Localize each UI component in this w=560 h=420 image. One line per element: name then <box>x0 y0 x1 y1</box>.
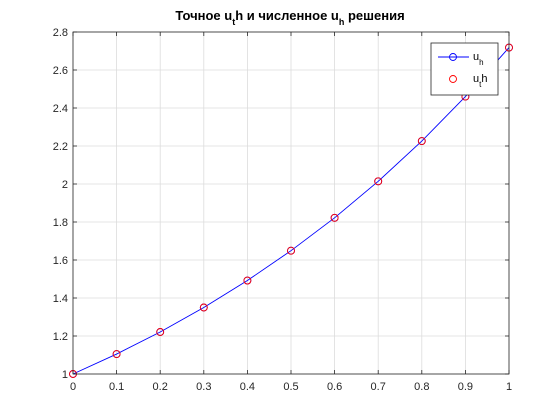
data-point-uth <box>330 213 339 222</box>
y-tick-label: 1.4 <box>53 293 68 305</box>
chart-title: Точное uth и численное uh решения <box>175 8 404 27</box>
legend-entry-uh: uh <box>438 51 484 67</box>
y-tick-label: 2 <box>62 179 68 191</box>
x-tick-label: 0.1 <box>109 381 124 393</box>
x-tick-label: 0.8 <box>414 381 429 393</box>
legend-label: uth <box>473 73 487 89</box>
data-point-uth <box>417 137 426 146</box>
data-point-uth <box>199 303 208 312</box>
y-tick-label: 1.6 <box>53 255 68 267</box>
x-tick-label: 0.9 <box>458 381 473 393</box>
x-tick-label: 0.7 <box>371 381 386 393</box>
data-point-uth <box>156 328 165 336</box>
y-tick-label: 2.6 <box>53 65 68 77</box>
y-tick-label: 1.8 <box>53 217 68 229</box>
y-tick-label: 1.2 <box>53 331 68 343</box>
data-point-uth <box>112 350 121 358</box>
x-tick-label: 0.4 <box>240 381 255 393</box>
x-tick-label: 0.6 <box>327 381 342 393</box>
series-line-uh <box>72 47 510 375</box>
y-tick-label: 2.2 <box>53 141 68 153</box>
tick-marks <box>72 31 510 375</box>
y-tick-labels: 1 1.2 1.4 1.6 1.8 2 2.2 2.4 2.6 2.8 <box>53 27 68 381</box>
legend-box <box>430 42 499 96</box>
data-point-uth <box>243 276 252 285</box>
legend-label: uh <box>473 51 484 67</box>
legend: uh uth <box>430 42 499 96</box>
legend-marker-swatch <box>449 53 457 61</box>
x-tick-label: 0 <box>70 381 76 393</box>
y-tick-label: 2.8 <box>53 27 68 39</box>
data-point-uth <box>287 246 295 255</box>
data-point-uth <box>374 177 383 186</box>
y-tick-label: 1 <box>62 369 68 381</box>
legend-marker-swatch <box>449 75 457 83</box>
x-tick-label: 0.5 <box>283 381 298 393</box>
x-tick-label: 0.2 <box>153 381 168 393</box>
legend-entry-uth: uth <box>449 73 487 89</box>
y-tick-label: 2.4 <box>53 103 68 115</box>
series-layer <box>69 43 513 378</box>
x-tick-labels: 0 0.1 0.2 0.3 0.4 0.5 0.6 0.7 0.8 0.9 1 <box>70 381 512 393</box>
x-tick-label: 0.3 <box>196 381 211 393</box>
x-tick-label: 1 <box>506 381 512 393</box>
